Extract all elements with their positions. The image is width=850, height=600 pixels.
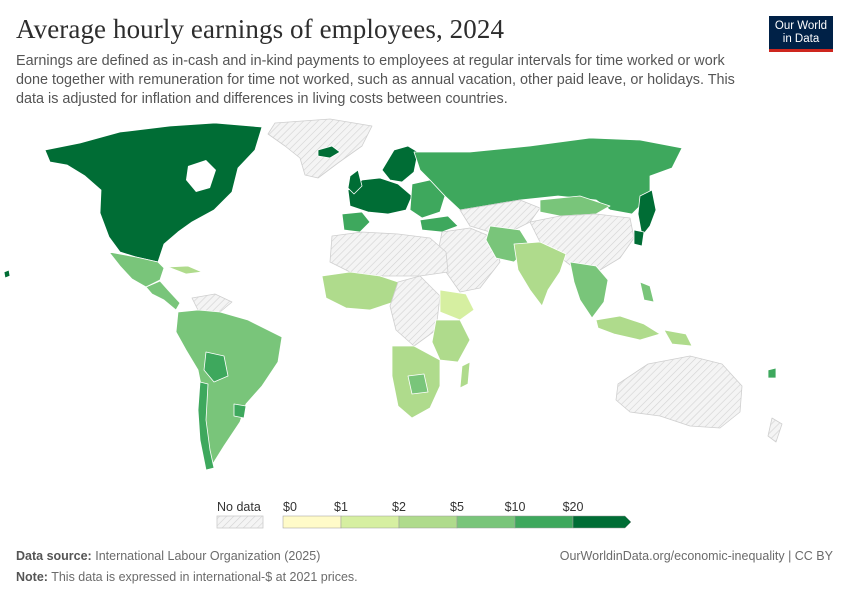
region-japan[interactable]	[637, 189, 657, 237]
region-west-africa[interactable]	[321, 271, 399, 311]
legend-no-data-swatch	[216, 515, 264, 529]
region-philippines[interactable]	[639, 281, 655, 303]
legend-tick-label: $0	[283, 500, 297, 514]
data-source-text[interactable]: International Labour Organization (2025)	[95, 549, 321, 563]
region-mexico[interactable]	[108, 251, 165, 288]
legend-swatch[interactable]	[456, 515, 516, 529]
region-central-america[interactable]	[145, 280, 181, 311]
note-label: Note:	[16, 570, 48, 584]
region-chile[interactable]	[197, 381, 215, 471]
region-uruguay[interactable]	[233, 403, 247, 419]
region-east-africa[interactable]	[431, 319, 471, 363]
region-ethiopia[interactable]	[439, 289, 475, 321]
legend-no-data-label: No data	[217, 500, 261, 514]
data-source-label: Data source:	[16, 549, 92, 563]
region-venezuela[interactable]	[191, 293, 233, 313]
region-papua[interactable]	[663, 329, 693, 347]
data-source: Data source: International Labour Organi…	[16, 549, 320, 563]
region-australia[interactable]	[615, 355, 743, 429]
legend-swatch[interactable]	[572, 515, 632, 529]
legend-tick-label: $20	[563, 500, 584, 514]
region-greenland[interactable]	[267, 118, 373, 179]
region-pacific-islands[interactable]	[767, 367, 777, 379]
legend-swatch[interactable]	[282, 515, 342, 529]
region-iceland[interactable]	[317, 145, 341, 159]
legend-swatch[interactable]	[398, 515, 458, 529]
legend-tick-label: $1	[334, 500, 348, 514]
region-iberia[interactable]	[341, 211, 371, 233]
map-legend: No data $0 $1 $2 $5 $10 $20	[216, 500, 632, 529]
region-scandinavia[interactable]	[381, 145, 419, 183]
region-hawaii[interactable]	[3, 269, 11, 279]
legend-tick-label: $10	[505, 500, 526, 514]
legend-swatch[interactable]	[514, 515, 574, 529]
region-india[interactable]	[513, 241, 567, 307]
region-indonesia[interactable]	[595, 315, 661, 341]
chart-title: Average hourly earnings of employees, 20…	[16, 14, 505, 44]
legend-swatch[interactable]	[340, 515, 400, 529]
region-botswana[interactable]	[407, 373, 429, 395]
world-map[interactable]	[0, 112, 850, 492]
region-southeast-asia[interactable]	[569, 261, 609, 319]
region-central-africa[interactable]	[389, 275, 441, 347]
chart-subtitle: Earnings are defined as in-cash and in-k…	[16, 53, 735, 107]
note-text: This data is expressed in international-…	[51, 570, 358, 584]
region-caribbean[interactable]	[167, 265, 203, 275]
legend-tick-label: $5	[450, 500, 464, 514]
logo-line-1: Our World	[774, 19, 828, 32]
region-europe-west[interactable]	[347, 177, 413, 215]
region-turkey[interactable]	[419, 215, 459, 233]
region-north-america[interactable]	[44, 122, 263, 263]
region-bolivia[interactable]	[203, 351, 229, 383]
region-new-zealand[interactable]	[767, 417, 783, 443]
region-south-america[interactable]	[175, 309, 283, 471]
owid-logo[interactable]: Our World in Data	[769, 16, 833, 52]
legend-tick-label: $2	[392, 500, 406, 514]
legend-bins: $0 $1 $2 $5 $10 $20	[282, 500, 632, 529]
source-url[interactable]: OurWorldinData.org/economic-inequality |…	[559, 549, 833, 563]
hudson-bay	[186, 160, 216, 192]
region-uk[interactable]	[347, 169, 363, 195]
chart-note: Note: This data is expressed in internat…	[16, 570, 358, 584]
region-russia[interactable]	[413, 137, 683, 215]
region-north-africa[interactable]	[329, 231, 449, 277]
logo-line-2: in Data	[782, 32, 820, 45]
region-korea[interactable]	[633, 229, 645, 247]
region-madagascar[interactable]	[459, 361, 471, 389]
